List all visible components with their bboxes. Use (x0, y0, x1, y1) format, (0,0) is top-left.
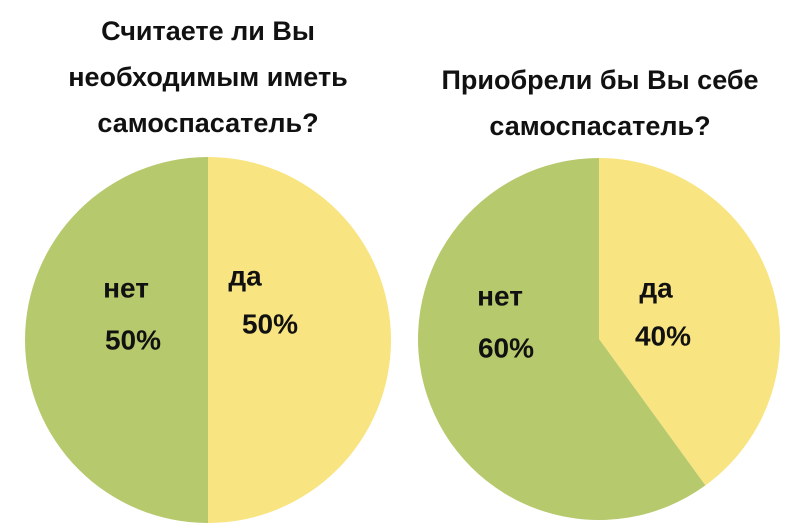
chart-title: Считаете ли Вы необходимым иметь самоспа… (68, 16, 348, 138)
pie-slice (25, 157, 208, 523)
slice-label: да (639, 272, 673, 303)
value-label: 60% (478, 332, 534, 363)
value-label: 50% (242, 308, 298, 339)
slice-label: нет (103, 272, 149, 303)
slice-label: нет (477, 280, 523, 311)
pie-slice (418, 158, 706, 520)
slice-label: да (228, 260, 262, 291)
pie-slice (599, 158, 781, 486)
pie-slice (208, 157, 391, 523)
chart-title: Приобрели бы Вы себе самоспасатель? (441, 65, 759, 141)
value-label: 40% (635, 320, 691, 351)
value-label: 50% (105, 324, 161, 355)
